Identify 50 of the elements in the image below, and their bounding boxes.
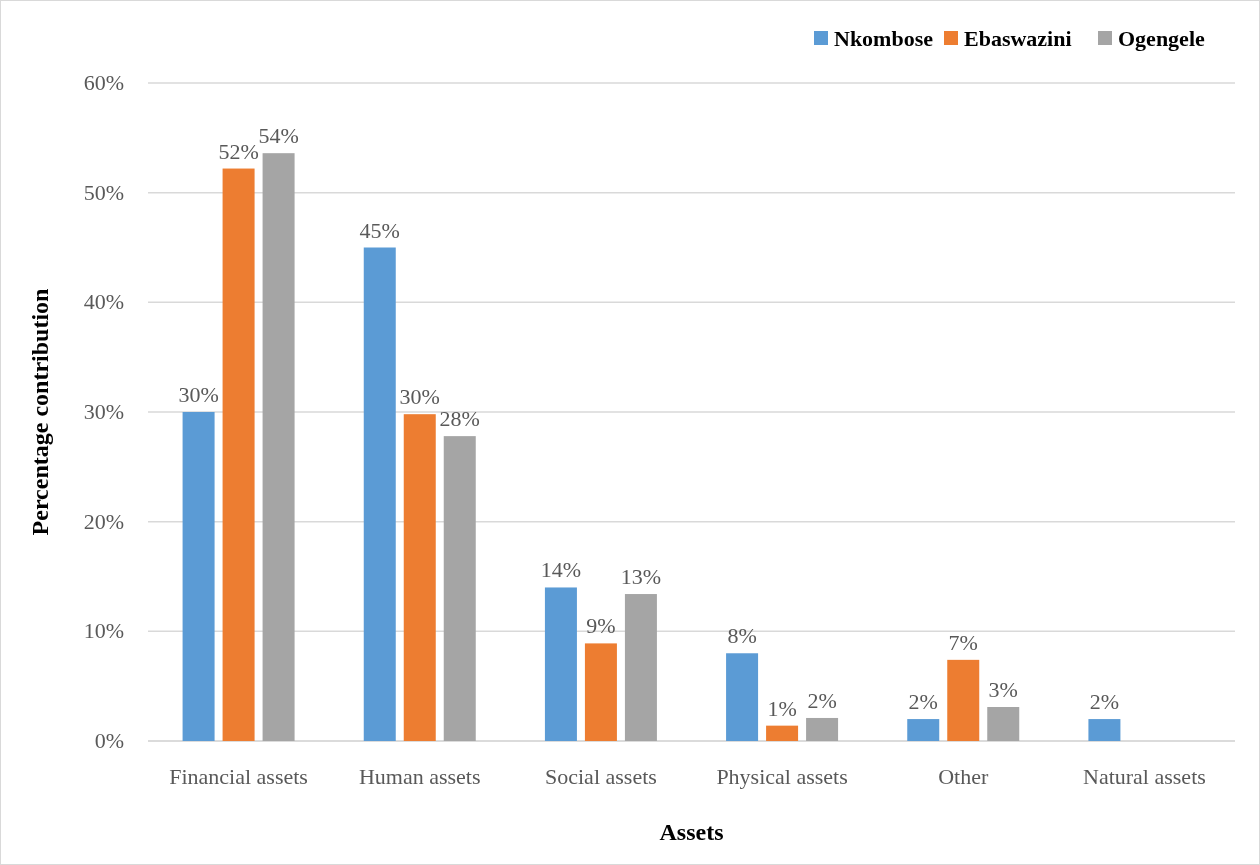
x-tick-label: Financial assets — [169, 764, 308, 789]
y-tick-label: 40% — [83, 289, 124, 315]
data-label: 28% — [439, 406, 480, 432]
legend-label: Nkombose — [834, 26, 934, 51]
y-tick-label: 60% — [83, 70, 124, 95]
x-tick-label: Human assets — [358, 764, 481, 789]
bar — [443, 436, 476, 741]
data-label: 7% — [948, 629, 978, 655]
bar — [806, 717, 839, 741]
bar — [363, 247, 396, 741]
x-tick-label: Other — [938, 764, 989, 789]
legend-label: Ogengele — [1118, 26, 1205, 51]
bar — [987, 707, 1020, 741]
y-tick-label: 0% — [94, 728, 124, 753]
data-label: 2% — [1089, 689, 1120, 715]
bar — [726, 653, 759, 741]
data-label: 2% — [908, 689, 938, 715]
data-label: 13% — [620, 564, 662, 590]
data-label: 30% — [399, 384, 440, 410]
bar — [262, 153, 295, 741]
x-tick-label: Social assets — [545, 764, 657, 789]
data-label: 1% — [767, 695, 797, 721]
data-label: 3% — [988, 677, 1018, 702]
x-tick-label: Physical assets — [716, 764, 848, 789]
bar — [544, 587, 577, 741]
y-tick-label: 30% — [83, 399, 124, 424]
data-label: 8% — [727, 623, 757, 649]
data-label: 52% — [218, 138, 259, 164]
data-label: 30% — [178, 382, 219, 407]
bar — [766, 725, 799, 741]
y-tick-label: 50% — [83, 179, 124, 205]
x-tick-label: Natural assets — [1083, 764, 1206, 789]
data-label: 45% — [359, 217, 400, 243]
bar — [222, 168, 255, 741]
y-tick-label: 10% — [83, 618, 124, 644]
legend-label: Ebaswazini — [964, 26, 1072, 51]
x-axis-title: Assets — [659, 819, 724, 845]
bar — [182, 412, 215, 741]
bar — [584, 643, 617, 741]
data-label: 54% — [258, 123, 299, 149]
bar — [947, 659, 980, 741]
bar — [907, 719, 940, 741]
data-label: 9% — [586, 613, 616, 639]
data-label: 14% — [540, 557, 582, 583]
y-tick-label: 20% — [83, 508, 124, 534]
bar — [624, 594, 657, 741]
y-axis-title: Percentage contribution — [27, 288, 53, 536]
bar — [403, 414, 436, 741]
data-label: 2% — [807, 687, 837, 713]
bar — [1088, 719, 1121, 741]
